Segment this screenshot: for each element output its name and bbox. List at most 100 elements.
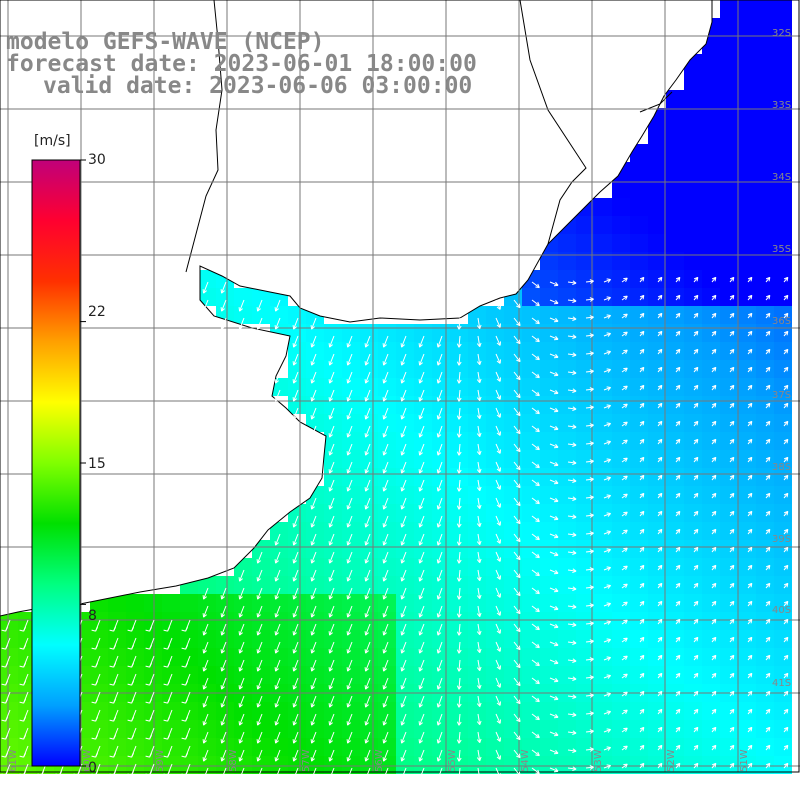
- wind-arrow: [310, 677, 317, 690]
- field-cell: [612, 234, 630, 252]
- wind-arrow: [729, 600, 735, 607]
- wind-arrow: [310, 317, 317, 330]
- wind-arrow: [711, 348, 717, 355]
- wind-arrow: [675, 726, 681, 733]
- field-cell: [594, 486, 612, 504]
- wind-arrow: [456, 317, 462, 330]
- field-cell: [774, 504, 792, 522]
- wind-arrow: [657, 618, 663, 625]
- field-cell: [396, 450, 414, 468]
- wind-arrow: [382, 749, 389, 762]
- field-cell: [108, 612, 126, 630]
- field-cell: [486, 540, 504, 558]
- field-cell: [126, 666, 144, 684]
- wind-arrow: [747, 600, 753, 607]
- wind-arrow: [292, 587, 299, 600]
- wind-arrow: [310, 587, 317, 600]
- field-cell: [198, 738, 216, 756]
- field-cell: [216, 702, 234, 720]
- wind-arrow: [400, 353, 407, 366]
- field-cell: [738, 180, 756, 198]
- wind-arrow: [603, 386, 611, 391]
- wind-arrow: [639, 528, 645, 535]
- field-cell: [648, 252, 666, 270]
- wind-arrow: [436, 659, 443, 672]
- wind-arrow: [256, 749, 263, 762]
- wind-arrow: [292, 623, 299, 636]
- field-cell: [702, 324, 720, 342]
- wind-arrow: [621, 763, 628, 769]
- wind-arrow: [531, 335, 540, 343]
- field-cell: [756, 522, 774, 540]
- wind-arrow: [346, 533, 353, 546]
- wind-arrow: [145, 763, 155, 776]
- wind-arrow: [657, 348, 663, 355]
- field-cell: [612, 306, 630, 324]
- field-cell: [414, 612, 432, 630]
- wind-arrow: [436, 623, 443, 636]
- wind-arrow: [400, 605, 407, 618]
- field-cell: [468, 450, 486, 468]
- wind-arrow: [693, 618, 699, 625]
- field-cell: [126, 648, 144, 666]
- field-cell: [342, 414, 360, 432]
- wind-arrow: [747, 744, 753, 751]
- wind-arrow: [675, 474, 681, 481]
- field-cell: [756, 342, 774, 360]
- field-cell: [630, 414, 648, 432]
- field-cell: [342, 486, 360, 504]
- field-cell: [738, 360, 756, 378]
- wind-arrow: [675, 492, 681, 499]
- wind-arrow: [145, 619, 155, 632]
- field-cell: [396, 702, 414, 720]
- wind-arrow: [729, 402, 735, 409]
- field-cell: [738, 540, 756, 558]
- field-cell: [504, 720, 522, 738]
- wind-arrow: [765, 618, 771, 625]
- wind-arrow: [765, 474, 771, 481]
- wind-arrow: [747, 654, 753, 661]
- field-cell: [576, 216, 594, 234]
- field-cell: [774, 756, 792, 774]
- wind-arrow: [382, 335, 389, 348]
- field-cell: [648, 630, 666, 648]
- field-cell: [306, 612, 324, 630]
- field-cell: [252, 756, 270, 774]
- wind-arrow: [657, 708, 663, 715]
- wind-arrow: [1, 673, 11, 686]
- field-cell: [108, 738, 126, 756]
- colorbar-tick-label: 15: [88, 456, 106, 472]
- field-cell: [648, 144, 666, 162]
- field-cell: [324, 540, 342, 558]
- wind-arrow: [145, 691, 155, 704]
- field-cell: [576, 576, 594, 594]
- field-cell: [252, 306, 270, 324]
- wind-arrow: [747, 312, 753, 319]
- field-cell: [756, 108, 774, 126]
- field-cell: [270, 558, 288, 576]
- field-cell: [612, 630, 630, 648]
- wind-arrow: [476, 623, 482, 636]
- field-cell: [702, 180, 720, 198]
- wind-arrow: [549, 353, 559, 359]
- wind-arrow: [783, 708, 789, 715]
- field-cell: [576, 450, 594, 468]
- wind-arrow: [585, 675, 594, 680]
- wind-arrow: [729, 636, 735, 643]
- wind-arrow: [238, 623, 245, 636]
- wind-arrow: [495, 695, 501, 706]
- wind-arrow: [328, 335, 335, 348]
- field-cell: [630, 720, 648, 738]
- field-cell: [504, 594, 522, 612]
- field-cell: [702, 270, 720, 288]
- wind-arrow: [675, 510, 681, 517]
- wind-arrow: [382, 713, 389, 726]
- lon-label: 61W: [8, 749, 19, 772]
- wind-arrow: [783, 330, 789, 337]
- wind-arrow: [127, 727, 137, 740]
- lon-label: 53W: [593, 749, 604, 772]
- field-cell: [684, 468, 702, 486]
- wind-arrow: [292, 659, 299, 672]
- field-cell: [324, 450, 342, 468]
- wind-arrow: [495, 299, 501, 310]
